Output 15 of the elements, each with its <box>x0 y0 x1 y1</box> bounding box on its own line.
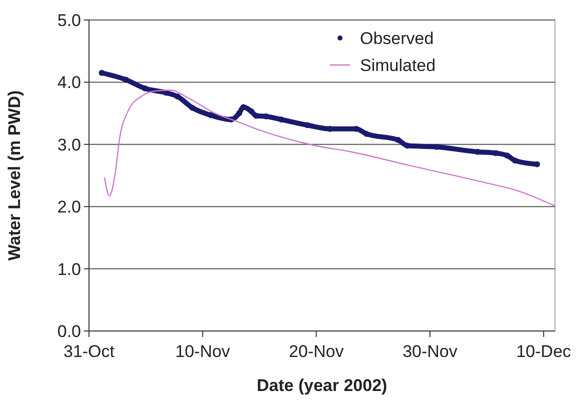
x-tick-label: 31-Oct <box>63 342 115 361</box>
x-tick-label: 30-Nov <box>402 342 458 361</box>
x-axis-title: Date (year 2002) <box>256 376 388 395</box>
legend-label: Observed <box>360 28 434 48</box>
legend-label: Simulated <box>360 56 436 75</box>
y-tick-label: 0.0 <box>57 322 81 341</box>
y-axis-title: Water Level (m PWD) <box>5 90 24 261</box>
y-tick-label: 1.0 <box>57 260 81 279</box>
y-tick-label: 3.0 <box>57 135 81 154</box>
x-tick-label: 10-Dec <box>516 342 572 361</box>
y-tick-label: 2.0 <box>57 198 81 217</box>
x-tick-label: 20-Nov <box>288 342 344 361</box>
y-tick-label: 4.0 <box>57 73 81 92</box>
x-tick-label: 10-Nov <box>175 342 231 361</box>
y-tick-label: 5.0 <box>57 10 81 30</box>
